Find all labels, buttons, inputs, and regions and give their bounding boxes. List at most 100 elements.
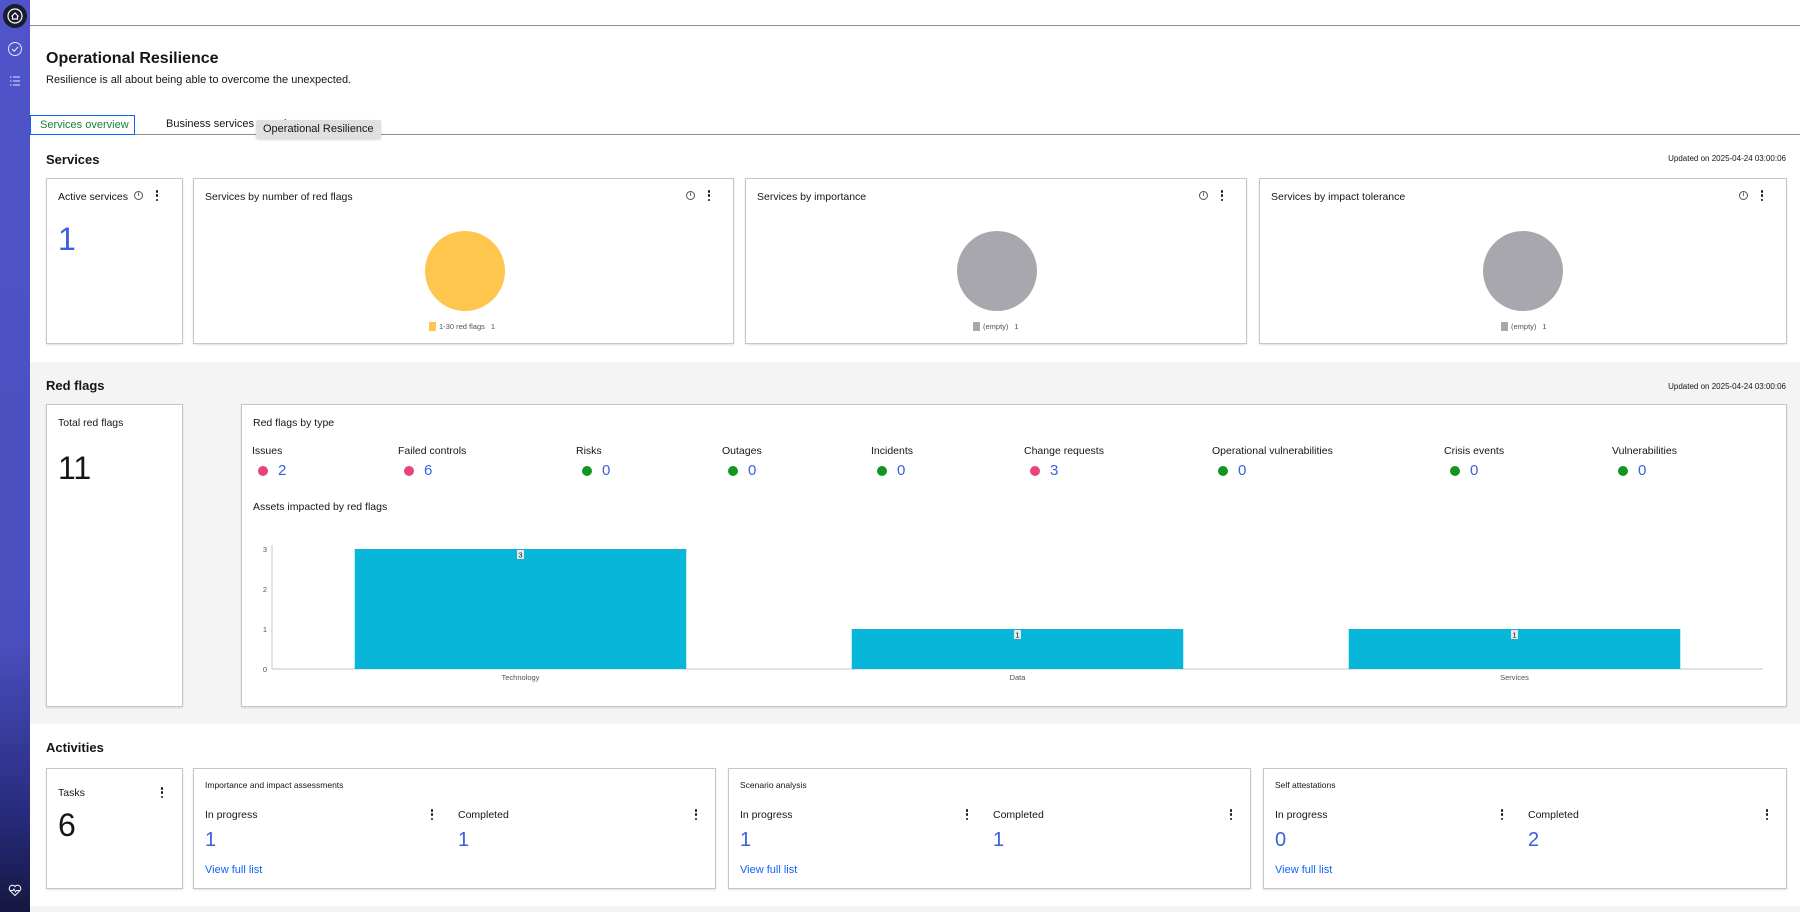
- info-icon[interactable]: i: [1199, 191, 1208, 200]
- red-flag-type-count[interactable]: 0: [748, 462, 757, 479]
- overflow-menu-icon[interactable]: [430, 809, 434, 820]
- in-progress-label: In progress: [1275, 809, 1328, 821]
- red-flag-type-count[interactable]: 0: [1638, 462, 1647, 479]
- status-dot: [1618, 465, 1628, 476]
- card-title: Self attestations: [1275, 780, 1336, 790]
- legend-count: 1: [1542, 322, 1547, 331]
- activity-card-importance-and-impact-assessments: Importance and impact assessments In prog…: [193, 768, 716, 889]
- red-flag-type-count[interactable]: 0: [602, 462, 611, 479]
- status-dot: [258, 465, 268, 476]
- red-flag-type-count[interactable]: 0: [1470, 462, 1479, 479]
- data-label-bg: [1511, 630, 1518, 639]
- card-title: Scenario analysis: [740, 780, 807, 790]
- red-flag-type-vulnerabilities: Vulnerabilities 0: [1612, 445, 1677, 479]
- tasks-card: Tasks 6: [46, 768, 183, 889]
- heart-pulse-icon[interactable]: [3, 878, 27, 902]
- y-tick-label: 1: [263, 625, 267, 634]
- view-full-list-link[interactable]: View full list: [740, 864, 798, 876]
- data-label-bg: [517, 550, 524, 559]
- in-progress-value[interactable]: 1: [205, 829, 217, 851]
- assets-chart-title: Assets impacted by red flags: [253, 501, 388, 513]
- overflow-menu-icon[interactable]: [155, 190, 159, 201]
- pie-slice-1-30-red-flags[interactable]: [425, 231, 505, 311]
- in-progress-label: In progress: [205, 809, 258, 821]
- red-flags-by-type-card: Red flags by type Issues 2 Failed controls…: [241, 404, 1787, 707]
- status-dot: [1030, 465, 1040, 476]
- red-flag-type-label: Incidents: [871, 445, 914, 457]
- assets-bar-chart: 0 1 2 3 3 Technology 1 Data 1 Services: [263, 545, 1763, 682]
- top-divider: [30, 25, 1800, 26]
- info-icon[interactable]: i: [1739, 191, 1748, 200]
- info-icon[interactable]: i: [686, 191, 695, 200]
- legend-swatch: [973, 322, 980, 331]
- total-red-flags-value: 11: [58, 450, 92, 486]
- activity-card-self-attestations: Self attestations In progress Completed 0 2 V…: [1263, 768, 1787, 889]
- completed-label: Completed: [993, 809, 1044, 821]
- red-flag-type-incidents: Incidents 0: [871, 445, 913, 479]
- pie-legend: (empty) 1: [973, 322, 1019, 331]
- overflow-menu-icon[interactable]: [1220, 190, 1224, 201]
- overflow-menu-icon[interactable]: [694, 809, 698, 820]
- red-flag-type-label: Failed controls: [398, 445, 467, 457]
- active-services-value[interactable]: 1: [58, 221, 76, 257]
- completed-label: Completed: [458, 809, 509, 821]
- view-full-list-link[interactable]: View full list: [1275, 864, 1333, 876]
- in-progress-value[interactable]: 0: [1275, 829, 1287, 851]
- legend-count: 1: [1014, 322, 1019, 331]
- x-tick-label: Technology: [502, 673, 540, 682]
- view-full-list-link[interactable]: View full list: [205, 864, 263, 876]
- overflow-menu-icon[interactable]: [707, 190, 711, 201]
- completed-value[interactable]: 2: [1528, 829, 1540, 851]
- completed-label: Completed: [1528, 809, 1579, 821]
- status-dot: [1218, 465, 1228, 476]
- overflow-menu-icon[interactable]: [1765, 809, 1769, 820]
- card-title: Active services: [58, 191, 129, 203]
- tab-services-overview[interactable]: Services overview: [30, 115, 135, 135]
- in-progress-label: In progress: [740, 809, 793, 821]
- overflow-menu-icon[interactable]: [1500, 809, 1504, 820]
- status-dot: [582, 465, 592, 476]
- legend-label: 1-30 red flags: [439, 322, 485, 331]
- red-flag-type-count[interactable]: 6: [424, 462, 433, 479]
- red-flag-type-label: Risks: [576, 445, 602, 457]
- red-flag-type-label: Change requests: [1024, 445, 1104, 457]
- red-flag-type-operational-vulnerabilities: Operational vulnerabilities 0: [1212, 445, 1333, 479]
- services-section-title: Services: [46, 152, 100, 167]
- red-flag-type-count[interactable]: 0: [897, 462, 906, 479]
- y-tick-label: 2: [263, 585, 267, 594]
- status-dot: [404, 465, 414, 476]
- activities-section-title: Activities: [46, 740, 104, 755]
- activity-card-scenario-analysis: Scenario analysis In progress Completed 1 1 V…: [728, 768, 1251, 889]
- overflow-menu-icon[interactable]: [965, 809, 969, 820]
- info-icon[interactable]: i: [134, 191, 143, 200]
- legend-count: 1: [490, 322, 496, 331]
- services-by-impact-tolerance-card: Services by impact tolerance i (empty) 1: [1259, 178, 1787, 344]
- red-flag-type-label: Issues: [252, 445, 283, 457]
- y-tick-label: 0: [263, 665, 267, 674]
- overflow-menu-icon[interactable]: [1229, 809, 1233, 820]
- bottom-band: [30, 906, 1800, 912]
- overflow-menu-icon[interactable]: [160, 787, 164, 798]
- data-label: 3: [518, 551, 522, 560]
- in-progress-value[interactable]: 1: [740, 829, 752, 851]
- card-title: Tasks: [58, 787, 85, 799]
- red-flag-type-count[interactable]: 2: [278, 462, 287, 479]
- legend-label: (empty): [1511, 322, 1537, 331]
- red-flag-type-count[interactable]: 3: [1050, 462, 1059, 479]
- check-circle-icon[interactable]: [3, 37, 27, 61]
- completed-value[interactable]: 1: [458, 829, 470, 851]
- sidebar: [0, 0, 30, 912]
- x-tick-label: Data: [1010, 673, 1027, 682]
- list-icon[interactable]: [3, 69, 27, 93]
- status-dot: [1450, 465, 1460, 476]
- home-icon[interactable]: [3, 4, 27, 28]
- red-flags-section-title: Red flags: [46, 378, 105, 393]
- bar-technology[interactable]: [354, 549, 687, 669]
- pie-slice-empty[interactable]: [957, 231, 1037, 311]
- red-flag-type-count[interactable]: 0: [1238, 462, 1247, 479]
- tasks-value: 6: [58, 807, 76, 843]
- services-by-importance-card: Services by importance i (empty) 1: [745, 178, 1247, 344]
- overflow-menu-icon[interactable]: [1760, 190, 1764, 201]
- pie-slice-empty[interactable]: [1483, 231, 1563, 311]
- completed-value[interactable]: 1: [993, 829, 1005, 851]
